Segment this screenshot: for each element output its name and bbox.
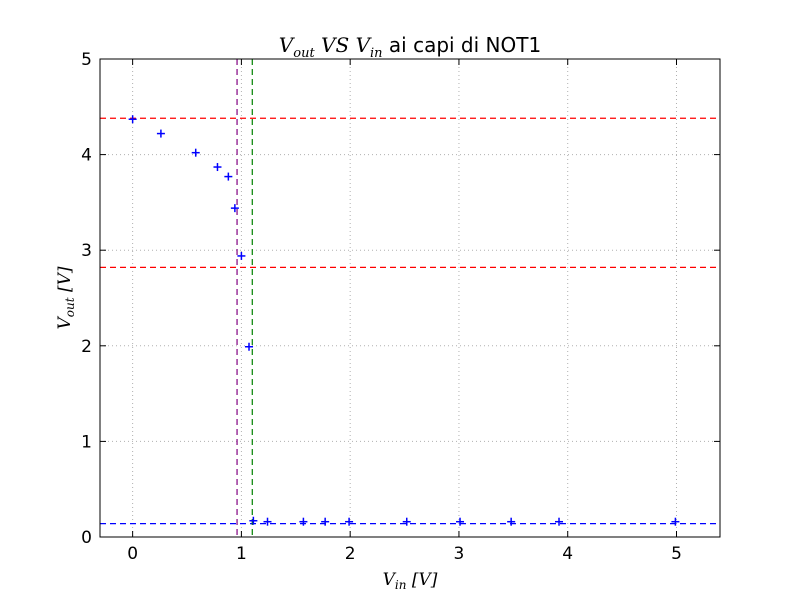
- title-vs: VS: [321, 33, 349, 57]
- data-point: [299, 517, 308, 526]
- x-tick-label: 2: [345, 544, 356, 564]
- data-points: [128, 115, 680, 526]
- x-axis-label: Vin [V]: [383, 570, 438, 592]
- data-point: [456, 517, 465, 526]
- ylabel-unit: [V]: [55, 266, 75, 292]
- title-vin: V: [356, 33, 373, 57]
- data-point: [245, 342, 254, 351]
- xlabel-sub: in: [395, 578, 407, 592]
- xlabel-main: V: [383, 570, 397, 590]
- data-point: [321, 517, 330, 526]
- y-tick-label: 4: [81, 146, 92, 166]
- data-point: [263, 517, 272, 526]
- xlabel-unit: [V]: [412, 570, 438, 590]
- x-tick-label: 5: [671, 544, 682, 564]
- ylabel-sub: out: [63, 297, 77, 317]
- data-point: [128, 115, 137, 124]
- x-tick-label: 1: [236, 544, 247, 564]
- data-point: [213, 163, 222, 172]
- plot-area-frame: [99, 58, 721, 538]
- y-tick-label: 5: [81, 50, 92, 70]
- title-vin-sub: in: [370, 46, 383, 61]
- x-tick-label: 0: [127, 544, 138, 564]
- data-point: [507, 517, 516, 526]
- x-tick-label: 3: [454, 544, 465, 564]
- reference-lines: [100, 59, 720, 537]
- data-point: [249, 516, 258, 525]
- y-axis-label: Vout [V]: [55, 266, 77, 329]
- data-point: [555, 517, 564, 526]
- title-vout: V: [279, 33, 296, 57]
- x-tick-label: 4: [562, 544, 573, 564]
- y-tick-label: 2: [81, 337, 92, 357]
- data-point: [402, 517, 411, 526]
- y-tick-label: 0: [81, 528, 92, 548]
- data-point: [191, 148, 200, 157]
- data-point: [237, 251, 246, 260]
- axis-ticks: 0 1 2 3 4 5 0 1 2 3 4 5: [81, 50, 720, 564]
- data-point: [224, 172, 233, 181]
- title-vout-sub: out: [293, 46, 315, 61]
- data-point: [671, 517, 680, 526]
- ylabel-main: V: [55, 316, 75, 330]
- data-point: [345, 517, 354, 526]
- data-point: [156, 129, 165, 138]
- chart-title: Vout VS Vin ai capi di NOT1: [279, 33, 541, 61]
- title-suffix: ai capi di NOT1: [383, 33, 542, 57]
- y-tick-label: 1: [81, 432, 92, 452]
- grid: [100, 58, 720, 538]
- y-tick-label: 3: [81, 241, 92, 261]
- data-point: [230, 204, 239, 213]
